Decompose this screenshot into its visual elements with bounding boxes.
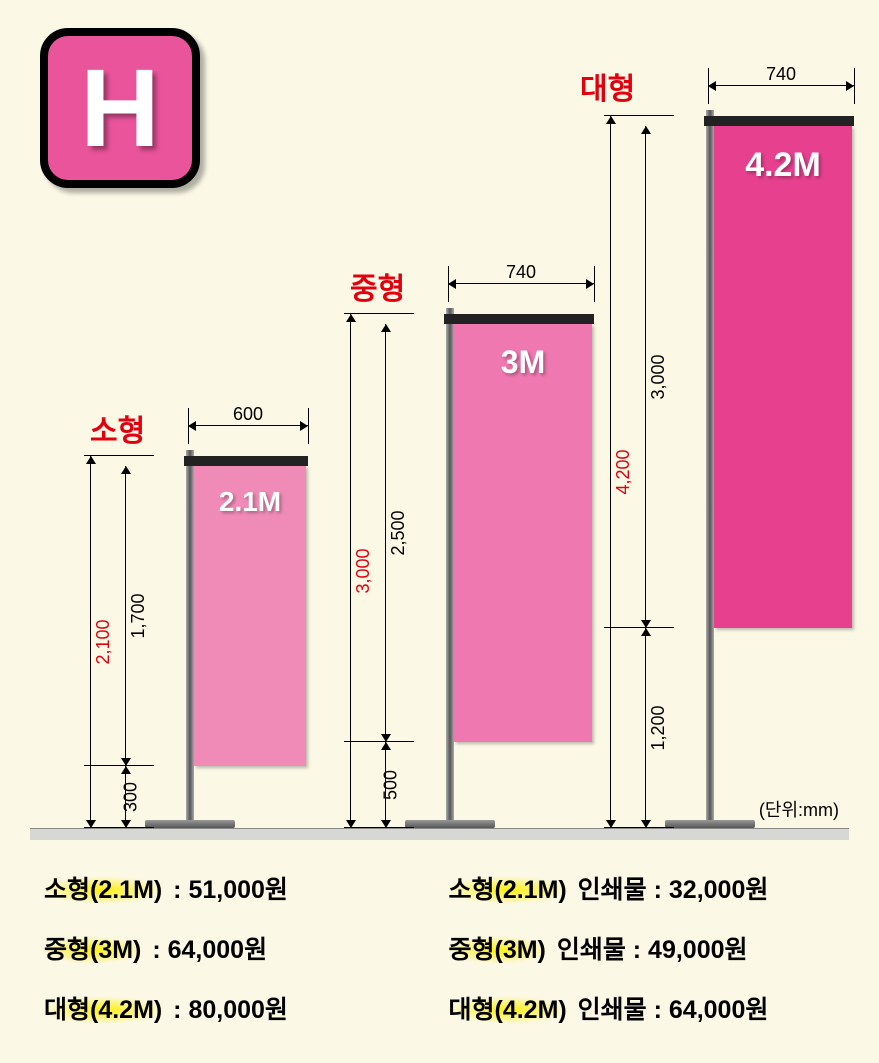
flag-size-name: 중형 [350, 264, 405, 308]
price-value: : 64,000원 [145, 936, 267, 964]
dim-width-value: 740 [506, 262, 536, 283]
dim-total-height-value: 2,100 [93, 619, 114, 664]
dim-total-height: 3,000 [350, 314, 351, 828]
price-row: 중형(3M) 인쇄물 : 49,000원 [445, 930, 840, 966]
price-column-product: 소형(2.1M) : 51,000원중형(3M) : 64,000원대형(4.2… [40, 870, 435, 1050]
dim-pole-below-value: 500 [381, 770, 402, 800]
dim-width-value: 740 [766, 64, 796, 85]
flag-crossbar [184, 456, 308, 466]
dim-flag-height: 1,700 [125, 466, 126, 766]
dim-width: 600 [188, 425, 308, 426]
flag-crossbar [704, 116, 854, 126]
flag-size-label: 4.2M [745, 146, 821, 185]
flag-crossbar [444, 314, 594, 324]
price-size: 중형(3M) [445, 936, 550, 964]
price-size: 소형(2.1M) [40, 876, 166, 904]
dim-total-height-value: 4,200 [613, 449, 634, 494]
dim-width-value: 600 [233, 404, 263, 425]
price-size: 대형(4.2M) [40, 996, 166, 1024]
price-row: 소형(2.1M) 인쇄물 : 32,000원 [445, 870, 840, 906]
flag-소형: 2.1M소형6002,1001,700300 [70, 406, 330, 828]
price-value: : 80,000원 [166, 996, 288, 1024]
price-row: 중형(3M) : 64,000원 [40, 930, 435, 966]
dim-pole-below-value: 1,200 [648, 705, 669, 750]
price-value: 인쇄물 : 64,000원 [571, 996, 769, 1024]
flag-banner: 3M [454, 324, 592, 742]
flag-banner: 2.1M [194, 466, 306, 766]
flag-banner: 4.2M [714, 126, 852, 628]
dim-total-height-value: 3,000 [353, 548, 374, 593]
ground-line [30, 828, 849, 840]
price-value: 인쇄물 : 32,000원 [571, 876, 769, 904]
price-size: 소형(2.1M) [445, 876, 571, 904]
flag-pole [706, 110, 714, 820]
flag-size-label: 3M [501, 344, 545, 381]
price-value: 인쇄물 : 49,000원 [550, 936, 748, 964]
dim-width: 740 [448, 283, 594, 284]
price-size: 중형(3M) [40, 936, 145, 964]
flag-pole [186, 450, 194, 820]
flag-pole [446, 308, 454, 820]
dim-pole-below: 1,200 [645, 628, 646, 828]
dim-flag-height-value: 2,500 [388, 510, 409, 555]
price-size: 대형(4.2M) [445, 996, 571, 1024]
diagram-stage: (단위:mm) 2.1M소형6002,1001,7003003M중형7403,0… [30, 80, 849, 840]
dim-pole-below: 300 [125, 766, 126, 828]
price-row: 대형(4.2M) : 80,000원 [40, 990, 435, 1026]
dim-total-height: 2,100 [90, 456, 91, 828]
price-row: 소형(2.1M) : 51,000원 [40, 870, 435, 906]
price-table: 소형(2.1M) : 51,000원중형(3M) : 64,000원대형(4.2… [40, 870, 839, 1050]
flag-중형: 3M중형7403,0002,500500 [330, 264, 590, 828]
dim-flag-height-value: 3,000 [648, 354, 669, 399]
dim-pole-below-value: 300 [121, 782, 142, 812]
dim-pole-below: 500 [385, 742, 386, 828]
dim-flag-height-value: 1,700 [128, 593, 149, 638]
dim-total-height: 4,200 [610, 116, 611, 828]
dim-flag-height: 2,500 [385, 324, 386, 742]
flag-size-label: 2.1M [219, 486, 281, 518]
price-column-print: 소형(2.1M) 인쇄물 : 32,000원중형(3M) 인쇄물 : 49,00… [445, 870, 840, 1050]
flag-base [665, 820, 755, 828]
dim-flag-height: 3,000 [645, 126, 646, 628]
flag-대형: 4.2M대형7404,2003,0001,200 [590, 66, 850, 828]
price-row: 대형(4.2M) 인쇄물 : 64,000원 [445, 990, 840, 1026]
flag-base [405, 820, 495, 828]
price-value: : 51,000원 [166, 876, 288, 904]
flag-size-name: 소형 [90, 406, 145, 450]
dim-width: 740 [708, 85, 854, 86]
flag-base [145, 820, 235, 828]
flag-size-name: 대형 [580, 64, 635, 108]
